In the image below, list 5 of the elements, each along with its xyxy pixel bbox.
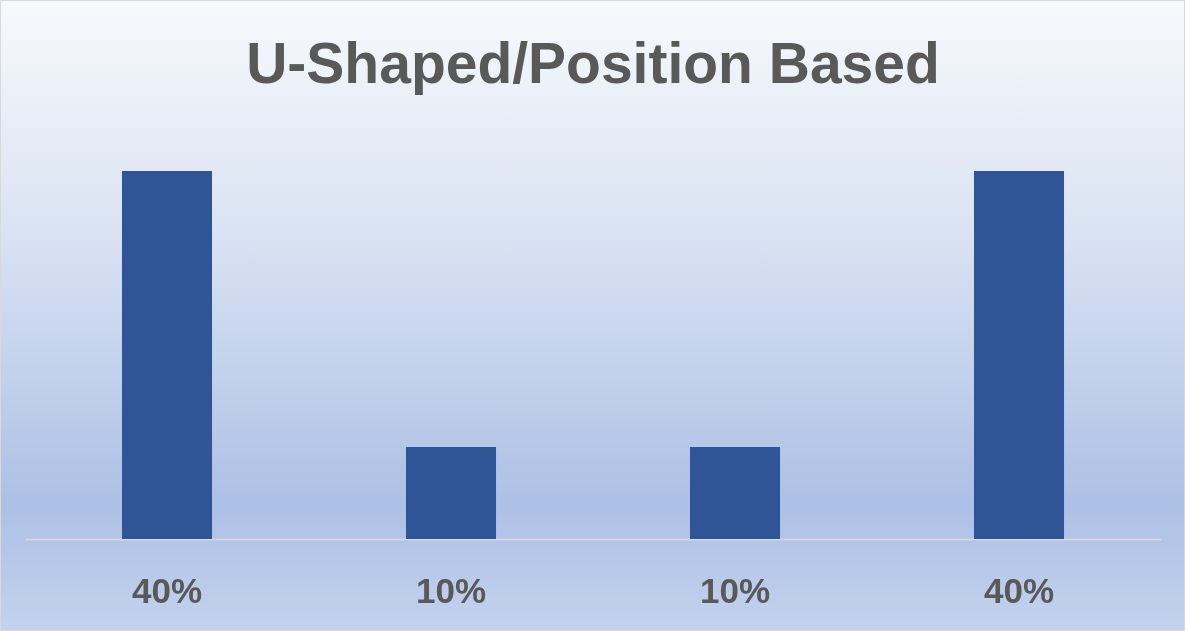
- data-label: 40%: [983, 571, 1055, 610]
- data-label: 40%: [131, 571, 203, 610]
- data-label: 10%: [699, 571, 771, 610]
- chart-title: U-Shaped/Position Based: [246, 31, 940, 95]
- data-label: 10%: [415, 571, 487, 610]
